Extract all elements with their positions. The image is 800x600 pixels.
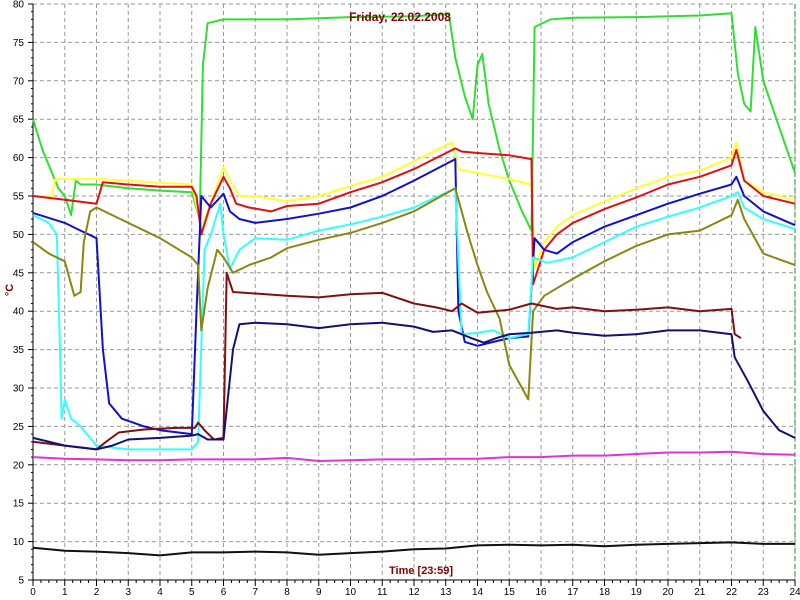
chart-title: Friday, 22.02.2008 xyxy=(349,10,451,24)
x-tick-labels: 0 1 2 3 4 5 6 7 8 9 10 11 12 13 14 15 16 17 18 19 20 21 22 23 24 xyxy=(30,587,800,598)
series-line-red xyxy=(32,147,796,286)
x-tick-label: 0 xyxy=(30,587,36,598)
x-tick-label: 22 xyxy=(726,587,738,598)
series-line-maroon xyxy=(32,271,742,451)
y-tick-label: 65 xyxy=(13,115,25,126)
x-tick-label: 16 xyxy=(535,587,547,598)
series-line-blue xyxy=(32,158,796,436)
y-tick-label: 35 xyxy=(13,345,25,356)
x-tick-label: 6 xyxy=(221,587,227,598)
y-tick-label: 10 xyxy=(13,537,25,548)
y-tick-label: 80 xyxy=(13,0,25,11)
y-tick-label: 15 xyxy=(13,499,25,510)
series-line-black xyxy=(32,541,795,557)
y-tick-label: 50 xyxy=(13,230,25,241)
grid xyxy=(33,3,796,580)
series-line-magenta xyxy=(32,450,796,462)
series-line-yellow xyxy=(33,141,796,270)
x-tick-label: 18 xyxy=(599,587,611,598)
x-tick-label: 10 xyxy=(345,587,357,598)
x-tick-label: 12 xyxy=(408,587,420,598)
x-tick-label: 5 xyxy=(189,587,195,598)
series-line-green xyxy=(32,12,796,232)
series-line-cyan xyxy=(32,187,796,451)
x-tick-label: 9 xyxy=(316,587,322,598)
y-axis-label: °C xyxy=(4,284,16,296)
y-tick-label: 30 xyxy=(13,384,25,395)
x-tick-label: 14 xyxy=(472,587,484,598)
x-tick-label: 15 xyxy=(504,587,516,598)
series-line-navy xyxy=(32,321,796,451)
y-tick-label: 45 xyxy=(13,268,25,279)
x-tick-label: 8 xyxy=(284,587,290,598)
y-tick-label: 60 xyxy=(13,153,25,164)
x-tick-label: 20 xyxy=(662,587,674,598)
x-tick-label: 3 xyxy=(125,587,131,598)
series-group xyxy=(32,12,796,557)
x-tick-label: 4 xyxy=(157,587,163,598)
y-tick-label: 20 xyxy=(13,460,25,471)
x-tick-label: 11 xyxy=(377,587,388,598)
x-tick-label: 21 xyxy=(694,587,706,598)
series-line-olive xyxy=(32,187,796,401)
x-axis-label: Time [23:59] xyxy=(389,565,453,577)
axes xyxy=(28,3,796,586)
x-tick-label: 23 xyxy=(758,587,770,598)
y-tick-labels: 5 10 15 20 25 30 35 40 45 50 55 60 65 70 75 80 xyxy=(13,0,25,587)
x-tick-label: 17 xyxy=(567,587,579,598)
x-tick-label: 7 xyxy=(252,587,258,598)
x-tick-label: 1 xyxy=(62,587,68,598)
y-tick-label: 70 xyxy=(13,76,25,87)
x-tick-label: 24 xyxy=(789,587,800,598)
x-tick-label: 13 xyxy=(440,587,452,598)
y-tick-label: 75 xyxy=(13,38,25,49)
y-tick-label: 5 xyxy=(18,576,24,587)
x-tick-label: 2 xyxy=(94,587,100,598)
y-tick-label: 55 xyxy=(13,192,25,203)
y-tick-label: 40 xyxy=(13,307,25,318)
x-tick-label: 19 xyxy=(631,587,643,598)
y-tick-label: 25 xyxy=(13,422,25,433)
